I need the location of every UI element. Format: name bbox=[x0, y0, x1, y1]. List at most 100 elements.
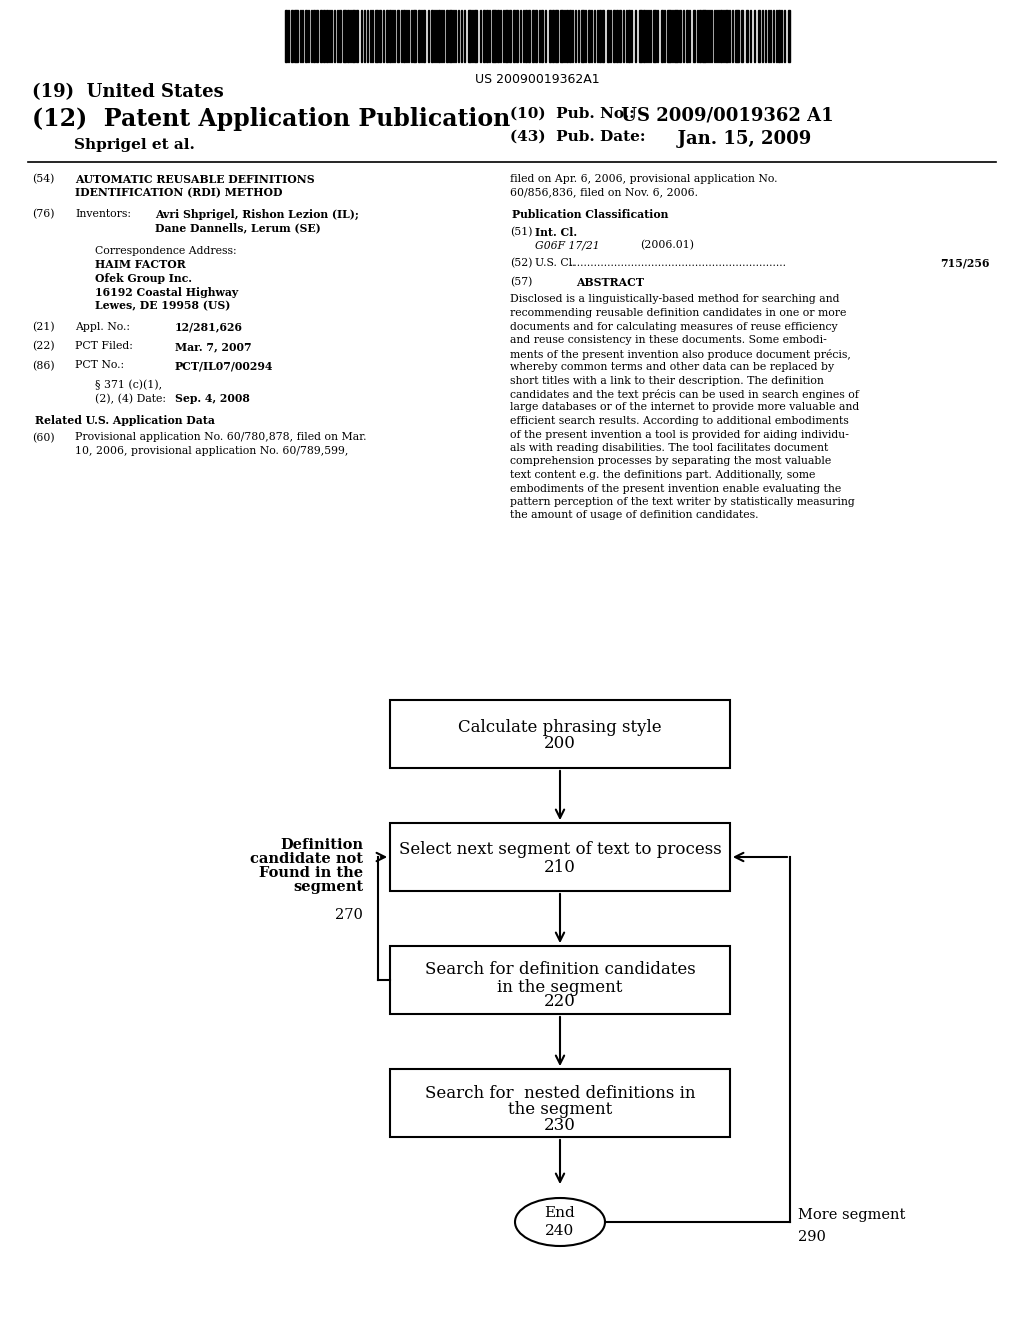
Text: US 2009/0019362 A1: US 2009/0019362 A1 bbox=[615, 107, 834, 125]
Bar bbox=[445, 11, 447, 62]
Text: Jan. 15, 2009: Jan. 15, 2009 bbox=[615, 129, 811, 148]
Bar bbox=[581, 11, 584, 62]
Text: Avri Shprigel, Rishon Lezion (IL);: Avri Shprigel, Rishon Lezion (IL); bbox=[155, 209, 358, 220]
Bar bbox=[323, 11, 325, 62]
Text: 220: 220 bbox=[544, 994, 575, 1011]
Text: (19)  United States: (19) United States bbox=[32, 83, 224, 102]
Text: (22): (22) bbox=[32, 341, 54, 351]
Text: efficient search results. According to additional embodiments: efficient search results. According to a… bbox=[510, 416, 849, 426]
Bar bbox=[431, 11, 432, 62]
Bar bbox=[718, 11, 719, 62]
Bar bbox=[390, 700, 730, 768]
Bar bbox=[305, 11, 306, 62]
Text: 10, 2006, provisional application No. 60/789,599,: 10, 2006, provisional application No. 60… bbox=[75, 446, 348, 455]
Text: Ofek Group Inc.: Ofek Group Inc. bbox=[95, 273, 193, 284]
Text: 200: 200 bbox=[544, 735, 575, 752]
Text: Definition: Definition bbox=[280, 838, 362, 851]
Bar bbox=[599, 11, 600, 62]
Text: comprehension processes by separating the most valuable: comprehension processes by separating th… bbox=[510, 457, 831, 466]
Bar bbox=[699, 11, 700, 62]
Text: Mar. 7, 2007: Mar. 7, 2007 bbox=[175, 341, 252, 352]
Text: candidate not: candidate not bbox=[250, 851, 362, 866]
Bar bbox=[497, 11, 499, 62]
Text: Found in the: Found in the bbox=[259, 866, 362, 880]
Ellipse shape bbox=[515, 1199, 605, 1246]
Bar bbox=[539, 11, 540, 62]
Bar bbox=[597, 11, 598, 62]
Bar bbox=[390, 946, 730, 1014]
Text: Disclosed is a linguistically-based method for searching and: Disclosed is a linguistically-based meth… bbox=[510, 294, 840, 305]
Text: PCT No.:: PCT No.: bbox=[75, 360, 124, 371]
Text: short titles with a link to their description. The definition: short titles with a link to their descri… bbox=[510, 375, 824, 385]
Bar bbox=[390, 822, 730, 891]
Bar bbox=[679, 11, 681, 62]
Text: (21): (21) bbox=[32, 322, 54, 331]
Bar bbox=[701, 11, 706, 62]
Bar bbox=[438, 11, 439, 62]
Bar bbox=[535, 11, 537, 62]
Bar bbox=[524, 11, 526, 62]
Bar bbox=[628, 11, 630, 62]
Bar bbox=[531, 11, 534, 62]
Text: End: End bbox=[545, 1206, 575, 1220]
Text: Provisional application No. 60/780,878, filed on Mar.: Provisional application No. 60/780,878, … bbox=[75, 433, 367, 442]
Bar bbox=[337, 11, 338, 62]
Text: (12)  Patent Application Publication: (12) Patent Application Publication bbox=[32, 107, 510, 131]
Text: Int. Cl.: Int. Cl. bbox=[535, 227, 578, 238]
Bar bbox=[385, 11, 387, 62]
Text: 230: 230 bbox=[544, 1117, 575, 1134]
Bar bbox=[352, 11, 355, 62]
Text: (54): (54) bbox=[32, 174, 54, 185]
Text: recommending reusable definition candidates in one or more: recommending reusable definition candida… bbox=[510, 308, 847, 318]
Text: whereby common terms and other data can be replaced by: whereby common terms and other data can … bbox=[510, 362, 835, 372]
Text: Lewes, DE 19958 (US): Lewes, DE 19958 (US) bbox=[95, 300, 230, 312]
Text: 210: 210 bbox=[544, 858, 575, 875]
Text: ................................................................: ........................................… bbox=[570, 257, 786, 268]
Bar bbox=[612, 11, 614, 62]
Bar bbox=[758, 11, 760, 62]
Bar bbox=[488, 11, 490, 62]
Bar bbox=[367, 11, 368, 62]
Text: 715/256: 715/256 bbox=[940, 257, 990, 268]
Bar bbox=[485, 11, 487, 62]
Text: US 20090019362A1: US 20090019362A1 bbox=[475, 73, 599, 86]
Text: the amount of usage of definition candidates.: the amount of usage of definition candid… bbox=[510, 511, 759, 520]
Bar bbox=[342, 11, 345, 62]
Bar bbox=[566, 11, 567, 62]
Bar bbox=[741, 11, 743, 62]
Text: AUTOMATIC REUSABLE DEFINITIONS: AUTOMATIC REUSABLE DEFINITIONS bbox=[75, 174, 314, 185]
Bar bbox=[423, 11, 425, 62]
Text: Dane Dannells, Lerum (SE): Dane Dannells, Lerum (SE) bbox=[155, 223, 321, 234]
Bar bbox=[509, 11, 511, 62]
Bar bbox=[750, 11, 751, 62]
Bar bbox=[560, 11, 563, 62]
Text: Appl. No.:: Appl. No.: bbox=[75, 322, 130, 331]
Text: IDENTIFICATION (RDI) METHOD: IDENTIFICATION (RDI) METHOD bbox=[75, 187, 283, 198]
Text: (10)  Pub. No.:: (10) Pub. No.: bbox=[510, 107, 635, 121]
Text: (60): (60) bbox=[32, 433, 54, 442]
Text: (2), (4) Date:: (2), (4) Date: bbox=[95, 393, 166, 404]
Text: 270: 270 bbox=[335, 908, 362, 921]
Bar bbox=[725, 11, 728, 62]
Bar bbox=[778, 11, 779, 62]
Text: U.S. Cl.: U.S. Cl. bbox=[535, 257, 575, 268]
Text: Publication Classification: Publication Classification bbox=[512, 209, 669, 220]
Bar bbox=[662, 11, 663, 62]
Bar bbox=[720, 11, 722, 62]
Text: Calculate phrasing style: Calculate phrasing style bbox=[458, 718, 662, 735]
Text: More segment: More segment bbox=[798, 1208, 905, 1222]
Bar bbox=[505, 11, 508, 62]
Bar bbox=[623, 11, 624, 62]
Bar bbox=[674, 11, 678, 62]
Bar bbox=[667, 11, 671, 62]
Bar bbox=[492, 11, 496, 62]
Bar bbox=[418, 11, 420, 62]
Bar bbox=[735, 11, 739, 62]
Bar bbox=[601, 11, 603, 62]
Bar bbox=[574, 11, 575, 62]
Text: 60/856,836, filed on Nov. 6, 2006.: 60/856,836, filed on Nov. 6, 2006. bbox=[510, 187, 698, 198]
Text: PCT/IL07/00294: PCT/IL07/00294 bbox=[175, 360, 273, 371]
Bar bbox=[746, 11, 748, 62]
Bar bbox=[334, 11, 335, 62]
Bar bbox=[375, 11, 378, 62]
